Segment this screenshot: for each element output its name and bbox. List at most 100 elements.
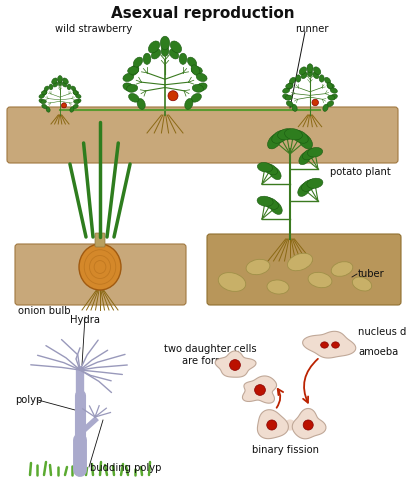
- Ellipse shape: [332, 342, 339, 348]
- Ellipse shape: [321, 342, 328, 348]
- Ellipse shape: [296, 75, 301, 82]
- Circle shape: [168, 91, 178, 101]
- Text: runner: runner: [295, 24, 328, 34]
- Ellipse shape: [302, 180, 316, 192]
- Polygon shape: [292, 408, 326, 439]
- Ellipse shape: [289, 78, 295, 84]
- Circle shape: [303, 420, 313, 430]
- Ellipse shape: [128, 66, 139, 74]
- Ellipse shape: [307, 178, 323, 188]
- Ellipse shape: [191, 66, 202, 74]
- Ellipse shape: [170, 41, 182, 53]
- Ellipse shape: [307, 64, 313, 72]
- Ellipse shape: [301, 72, 307, 78]
- Polygon shape: [257, 410, 289, 438]
- FancyBboxPatch shape: [7, 107, 398, 163]
- Ellipse shape: [127, 84, 138, 92]
- Ellipse shape: [151, 49, 161, 59]
- Ellipse shape: [327, 82, 333, 89]
- Ellipse shape: [278, 128, 295, 140]
- Ellipse shape: [191, 94, 201, 102]
- Ellipse shape: [328, 95, 335, 100]
- Ellipse shape: [76, 94, 81, 98]
- Ellipse shape: [257, 162, 273, 172]
- Ellipse shape: [331, 262, 353, 276]
- Ellipse shape: [257, 196, 273, 206]
- Circle shape: [255, 384, 265, 396]
- Ellipse shape: [298, 182, 311, 196]
- Ellipse shape: [43, 90, 47, 95]
- Ellipse shape: [292, 130, 308, 143]
- Text: tuber: tuber: [358, 269, 385, 279]
- Ellipse shape: [308, 272, 332, 287]
- Ellipse shape: [302, 148, 317, 160]
- Ellipse shape: [133, 57, 143, 67]
- Text: potato plant: potato plant: [330, 167, 391, 177]
- Ellipse shape: [44, 86, 49, 91]
- Ellipse shape: [282, 94, 290, 100]
- Ellipse shape: [169, 49, 179, 59]
- FancyBboxPatch shape: [207, 234, 401, 305]
- Ellipse shape: [49, 84, 53, 89]
- FancyBboxPatch shape: [15, 244, 186, 305]
- Ellipse shape: [185, 98, 193, 110]
- Text: budding polyp: budding polyp: [90, 463, 161, 473]
- Ellipse shape: [323, 104, 328, 112]
- Ellipse shape: [53, 82, 58, 87]
- Circle shape: [267, 420, 277, 430]
- Ellipse shape: [191, 65, 200, 76]
- Ellipse shape: [39, 94, 44, 98]
- Ellipse shape: [352, 277, 372, 291]
- Ellipse shape: [42, 90, 47, 94]
- Ellipse shape: [292, 104, 297, 112]
- Ellipse shape: [287, 82, 293, 89]
- Ellipse shape: [46, 107, 50, 112]
- Ellipse shape: [218, 272, 246, 291]
- Ellipse shape: [58, 80, 62, 86]
- Ellipse shape: [330, 94, 337, 100]
- Ellipse shape: [324, 78, 330, 84]
- Ellipse shape: [272, 130, 288, 143]
- Ellipse shape: [179, 53, 187, 64]
- Polygon shape: [243, 376, 277, 403]
- Ellipse shape: [267, 134, 282, 149]
- Ellipse shape: [313, 72, 319, 78]
- Ellipse shape: [299, 67, 306, 74]
- Ellipse shape: [192, 84, 204, 92]
- Ellipse shape: [196, 74, 207, 82]
- Ellipse shape: [52, 78, 57, 84]
- Ellipse shape: [149, 41, 160, 53]
- Ellipse shape: [284, 128, 302, 140]
- Ellipse shape: [313, 67, 321, 74]
- Ellipse shape: [187, 57, 197, 67]
- Ellipse shape: [246, 260, 270, 274]
- Circle shape: [230, 360, 241, 370]
- Ellipse shape: [76, 99, 81, 103]
- Ellipse shape: [63, 78, 68, 84]
- Ellipse shape: [73, 90, 77, 95]
- Ellipse shape: [330, 88, 337, 93]
- Ellipse shape: [269, 166, 281, 179]
- Ellipse shape: [267, 280, 289, 294]
- Ellipse shape: [286, 84, 293, 88]
- Ellipse shape: [130, 65, 139, 76]
- Ellipse shape: [41, 100, 46, 103]
- Circle shape: [312, 99, 318, 105]
- Ellipse shape: [307, 148, 323, 157]
- Text: wild strawberry: wild strawberry: [55, 24, 132, 34]
- Ellipse shape: [196, 83, 207, 91]
- Ellipse shape: [71, 86, 76, 91]
- Ellipse shape: [129, 94, 139, 102]
- Ellipse shape: [74, 100, 79, 103]
- Polygon shape: [303, 332, 356, 358]
- Ellipse shape: [160, 36, 170, 50]
- Ellipse shape: [62, 82, 67, 87]
- Ellipse shape: [70, 107, 74, 112]
- Text: two daughter cells
are formed: two daughter cells are formed: [164, 344, 256, 366]
- Ellipse shape: [67, 84, 71, 89]
- Ellipse shape: [319, 75, 324, 82]
- Ellipse shape: [73, 90, 79, 94]
- Text: Hydra: Hydra: [70, 315, 100, 325]
- Circle shape: [61, 103, 66, 108]
- Ellipse shape: [161, 45, 169, 56]
